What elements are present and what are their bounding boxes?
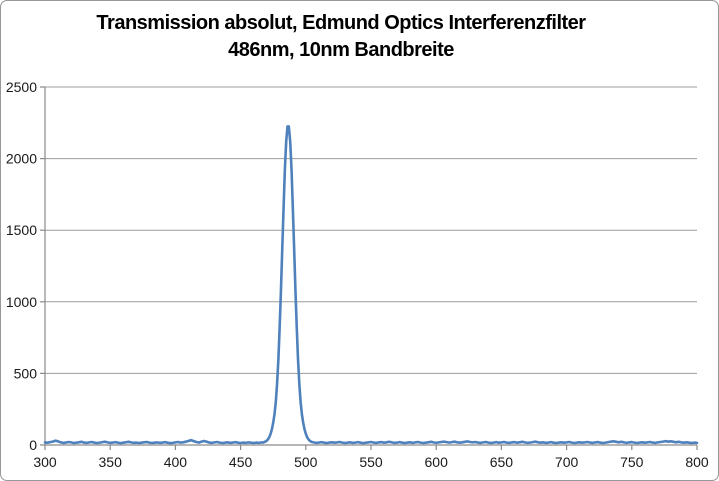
y-tick-label: 2000 (6, 151, 37, 167)
x-tick-label: 550 (359, 454, 383, 470)
y-tick-label: 500 (14, 365, 38, 381)
y-tick-label: 2500 (6, 79, 37, 95)
x-tick-label: 450 (229, 454, 253, 470)
x-tick-label: 400 (164, 454, 188, 470)
y-tick-label: 1000 (6, 294, 37, 310)
y-tick-label: 1500 (6, 222, 37, 238)
chart-title-line2: 486nm, 10nm Bandbreite (228, 39, 454, 61)
x-tick-label: 350 (99, 454, 123, 470)
chart-title-line1: Transmission absolut, Edmund Optics Inte… (96, 12, 586, 34)
chart-title: Transmission absolut, Edmund Optics Inte… (1, 10, 681, 64)
transmission-line (43, 125, 699, 445)
y-tick-label: 0 (29, 437, 37, 453)
x-tick-label: 700 (555, 454, 579, 470)
x-tick-label: 300 (33, 454, 57, 470)
x-tick-label: 600 (425, 454, 449, 470)
x-tick-label: 500 (294, 454, 318, 470)
x-tick-label: 750 (620, 454, 644, 470)
x-tick-label: 800 (685, 454, 709, 470)
x-tick-label: 650 (490, 454, 514, 470)
